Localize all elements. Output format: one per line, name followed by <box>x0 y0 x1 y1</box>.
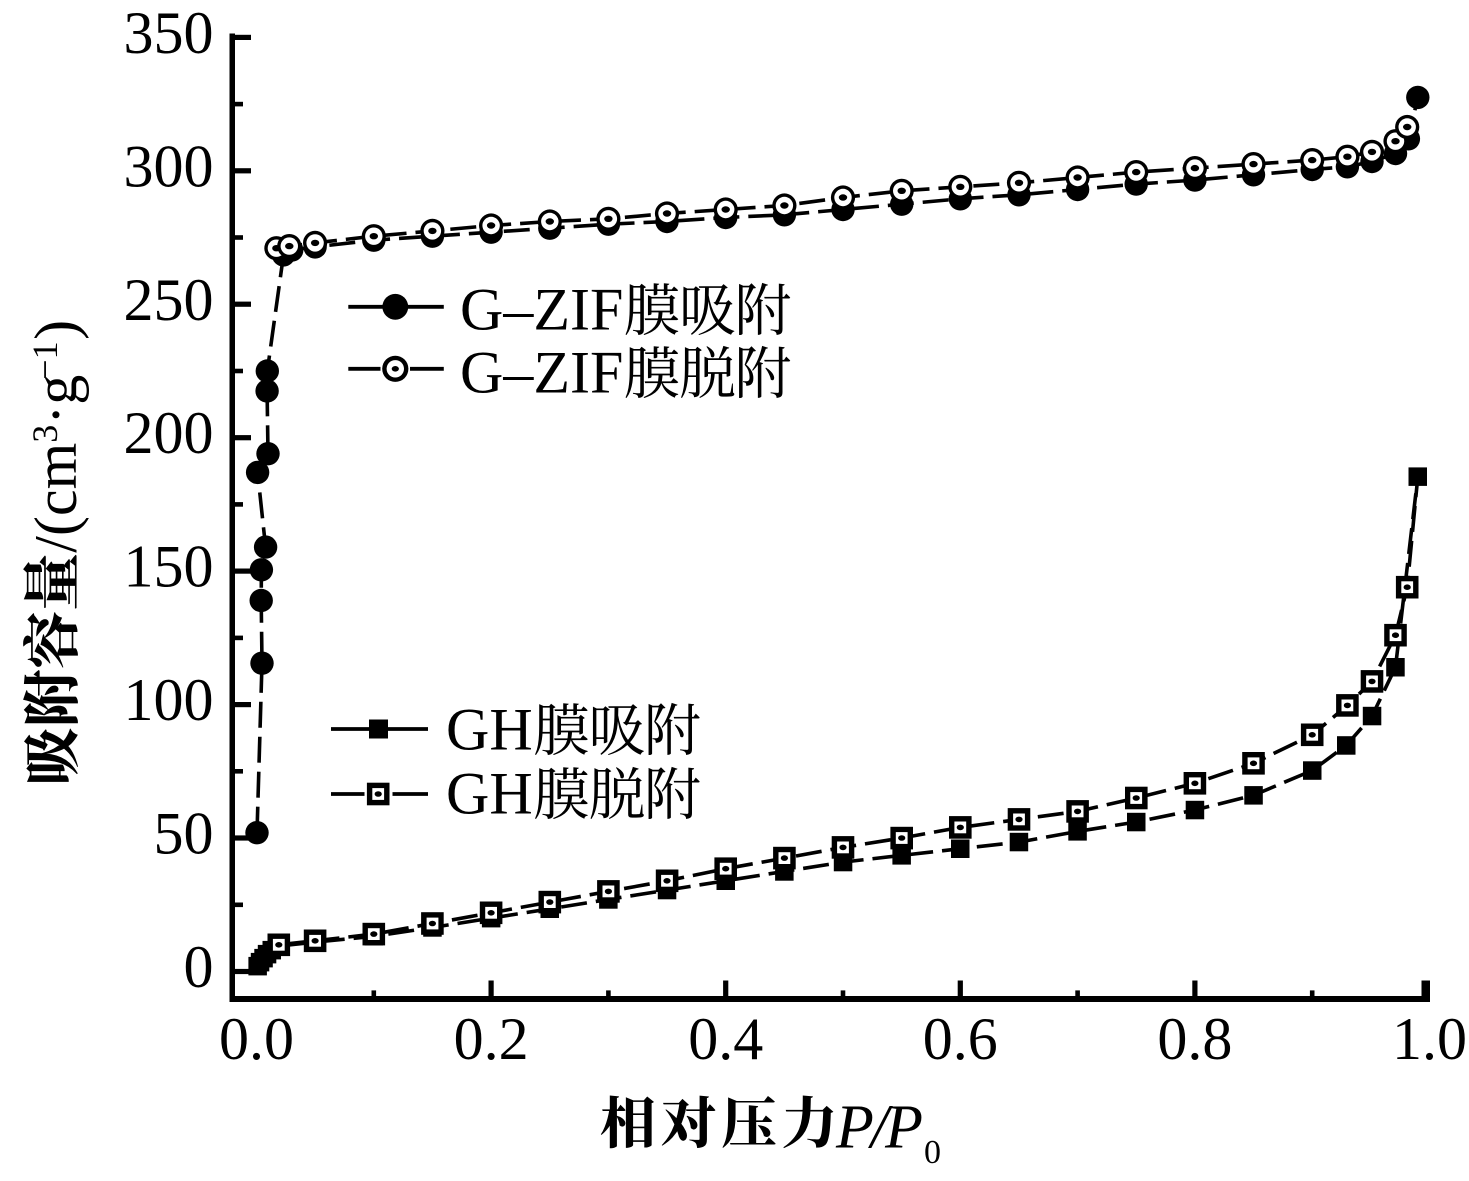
svg-text:0: 0 <box>184 934 214 1000</box>
svg-text:0.2: 0.2 <box>454 1006 529 1072</box>
svg-text:0.6: 0.6 <box>923 1006 998 1072</box>
svg-text:100: 100 <box>124 667 214 733</box>
svg-text:300: 300 <box>124 133 214 199</box>
svg-text:250: 250 <box>124 267 214 333</box>
svg-text:·g: ·g <box>23 375 89 425</box>
svg-text:3: 3 <box>25 425 65 443</box>
svg-text:G–ZIF: G–ZIF <box>460 340 623 406</box>
svg-text:1.0: 1.0 <box>1392 1006 1467 1072</box>
svg-text:200: 200 <box>124 400 214 466</box>
svg-text:350: 350 <box>124 0 214 66</box>
svg-text:0: 0 <box>924 1134 941 1171</box>
svg-text:/(cm: /(cm <box>23 443 89 553</box>
svg-text:GH: GH <box>446 761 533 827</box>
svg-text:0.8: 0.8 <box>1157 1006 1232 1072</box>
svg-text:150: 150 <box>124 534 214 600</box>
svg-text:50: 50 <box>154 801 214 867</box>
svg-text:): ) <box>23 320 89 340</box>
svg-text:GH: GH <box>446 697 533 763</box>
svg-text:P/P: P/P <box>835 1094 922 1162</box>
svg-text:−1: −1 <box>25 341 65 379</box>
svg-text:G–ZIF: G–ZIF <box>460 277 623 343</box>
svg-text:0.0: 0.0 <box>219 1006 294 1072</box>
svg-text:0.4: 0.4 <box>688 1006 763 1072</box>
